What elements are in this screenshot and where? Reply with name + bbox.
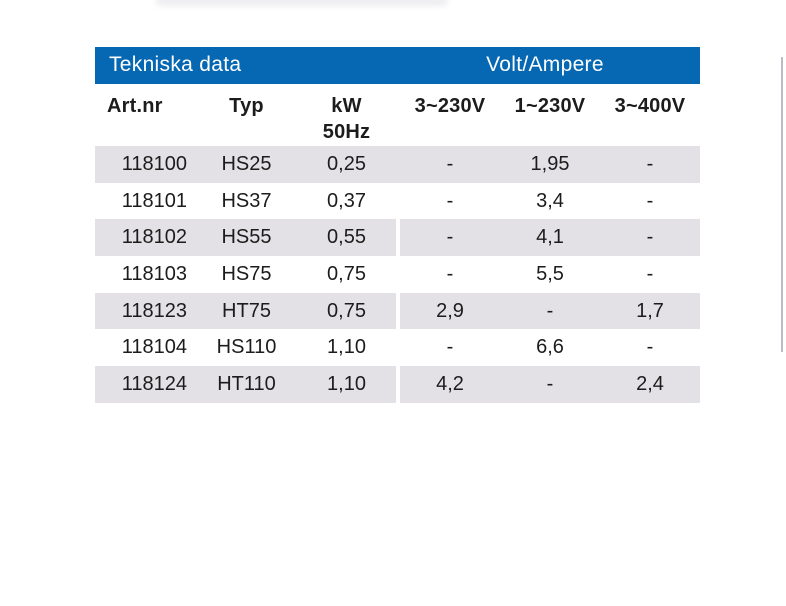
top-shadow-artifact — [156, 0, 448, 6]
table-cell-v1_230: - — [500, 366, 600, 403]
column-header-3-230v: 3~230V — [414, 95, 486, 117]
column-header-kw: kW 50Hz — [297, 84, 396, 146]
table-cell-typ: HT75 — [196, 292, 297, 330]
section-gap — [396, 366, 400, 403]
column-header-kw-line2: 50Hz — [322, 121, 371, 143]
volt-ampere-label: Volt/Ampere — [486, 53, 604, 76]
table-row: 118102 HS55 0,55-4,1- — [95, 219, 700, 257]
section-gap — [396, 329, 400, 367]
column-header-artnr: Art.nr — [107, 95, 163, 117]
section-gap — [396, 256, 400, 293]
table-title: Tekniska data — [109, 53, 242, 76]
table-cell-artnr: 118100 — [95, 146, 196, 183]
page-edge-line — [781, 57, 783, 352]
table-row: 118104 HS110 1,10 - 6,6 - — [95, 329, 700, 367]
table-cell-typ: HT110 — [196, 366, 297, 403]
table-cell-artnr: 118101 — [121, 189, 187, 212]
table-cell-v3_230: - — [400, 146, 500, 183]
table-cell-artnr: 118124 — [95, 366, 196, 403]
table-cell-artnr: 118123 — [95, 292, 196, 330]
table-row: 118101 HS37 0,37 - 3,4 - — [95, 182, 700, 220]
table-cell-kw: 1,10 — [327, 336, 366, 359]
table-cell-artnr: 118104 — [121, 336, 187, 359]
table-cell-v3_400: - — [646, 263, 654, 286]
table-cell-v3_400: - — [600, 146, 700, 183]
table-cell-v1_230: 1,95 — [500, 146, 600, 183]
table-cell-v1_230: 5,5 — [536, 263, 564, 286]
table-cell-typ: HS25 — [196, 146, 297, 183]
table-row: 118100 HS25 0,25-1,95- — [95, 146, 700, 183]
section-gap — [396, 292, 400, 330]
table-cell-kw: 0,55 — [297, 219, 396, 257]
table-cell-v3_400: - — [646, 189, 654, 212]
table-cell-kw: 0,25 — [297, 146, 396, 183]
section-gap — [396, 182, 400, 220]
table-cell-kw: 1,10 — [297, 366, 396, 403]
column-header-1-230v: 1~230V — [514, 95, 586, 117]
table-cell-kw: 0,37 — [327, 189, 366, 212]
column-header-3-400v: 3~400V — [614, 95, 686, 117]
table-row: 118124 HT110 1,10 4,2-2,4 — [95, 366, 700, 403]
column-header-row: Art.nr Typ kW 50Hz 3~230V 1~230V 3~400V — [95, 84, 700, 146]
table-cell-v1_230: 3,4 — [536, 189, 564, 212]
technical-data-table: Tekniska data Volt/Ampere Art.nr Typ kW … — [95, 47, 700, 403]
table-cell-typ: HS75 — [221, 263, 272, 286]
table-cell-v1_230: - — [500, 292, 600, 330]
section-gap — [396, 219, 400, 257]
table-row: 118123 HT75 0,75 2,9-1,7 — [95, 292, 700, 330]
table-cell-v1_230: 4,1 — [500, 219, 600, 257]
table-cell-typ: HS110 — [216, 336, 277, 359]
table-cell-artnr: 118102 — [95, 219, 196, 257]
table-cell-artnr: 118103 — [121, 263, 187, 286]
table-cell-v3_400: 2,4 — [600, 366, 700, 403]
table-cell-v3_230: - — [446, 263, 454, 286]
table-cell-v3_230: 4,2 — [400, 366, 500, 403]
table-cell-v3_230: 2,9 — [400, 292, 500, 330]
table-cell-v3_400: - — [600, 219, 700, 257]
table-cell-v3_400: - — [646, 336, 654, 359]
table-cell-v3_230: - — [446, 189, 454, 212]
table-cell-kw: 0,75 — [327, 263, 366, 286]
table-cell-v3_230: - — [446, 336, 454, 359]
table-body: 118100 HS25 0,25-1,95-118101 HS37 0,37-3,4-1… — [95, 146, 700, 403]
column-header-kw-line1: kW — [331, 95, 362, 117]
table-cell-v1_230: 6,6 — [536, 336, 564, 359]
table-cell-typ: HS55 — [196, 219, 297, 257]
table-title-bar: Tekniska data Volt/Ampere — [95, 47, 700, 84]
table-row: 118103 HS75 0,75 - 5,5 - — [95, 256, 700, 293]
table-cell-v3_400: 1,7 — [600, 292, 700, 330]
section-gap — [396, 146, 400, 183]
column-header-typ: Typ — [229, 95, 264, 117]
table-cell-typ: HS37 — [221, 189, 272, 212]
table-cell-kw: 0,75 — [297, 292, 396, 330]
table-cell-v3_230: - — [400, 219, 500, 257]
